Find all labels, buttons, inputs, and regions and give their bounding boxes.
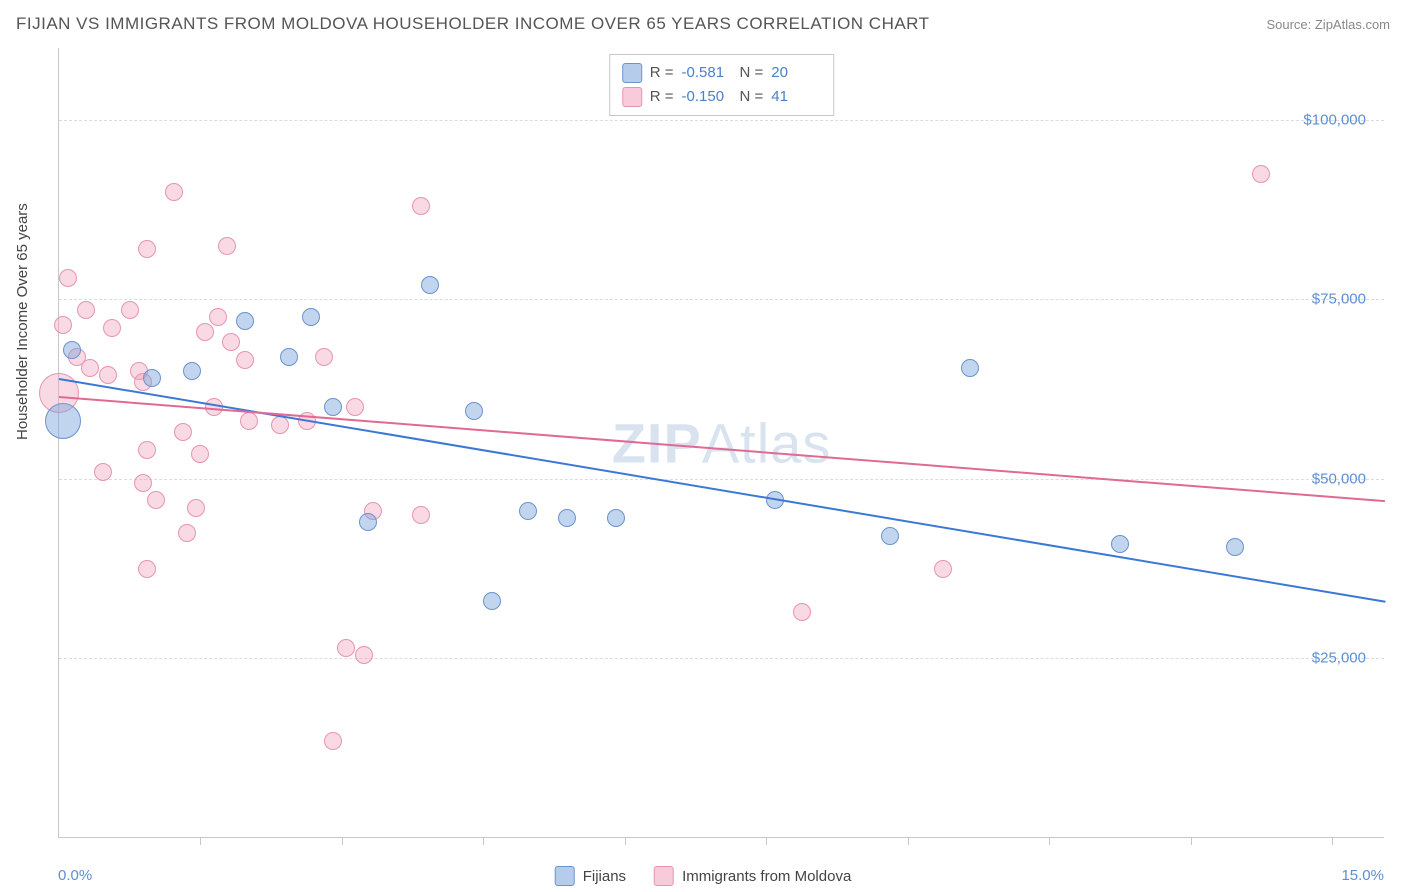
scatter-point — [412, 197, 430, 215]
y-tick-label: $25,000 — [1312, 650, 1366, 667]
series-legend: Fijians Immigrants from Moldova — [555, 866, 852, 886]
legend-label-pink: Immigrants from Moldova — [682, 868, 851, 885]
x-tick — [1332, 837, 1333, 845]
swatch-blue-icon — [622, 63, 642, 83]
x-max-label: 15.0% — [1341, 867, 1384, 884]
scatter-point — [81, 359, 99, 377]
scatter-point — [359, 513, 377, 531]
legend-label-blue: Fijians — [583, 868, 626, 885]
scatter-point — [178, 524, 196, 542]
scatter-point — [77, 301, 95, 319]
x-tick — [1049, 837, 1050, 845]
scatter-point — [134, 474, 152, 492]
x-min-label: 0.0% — [58, 867, 92, 884]
scatter-point — [218, 237, 236, 255]
scatter-point — [94, 463, 112, 481]
chart-title: FIJIAN VS IMMIGRANTS FROM MOLDOVA HOUSEH… — [16, 14, 930, 34]
scatter-point — [121, 301, 139, 319]
plot-area: ZIPAtlas R = -0.581 N = 20 R = -0.150 N … — [58, 48, 1384, 838]
n-label: N = — [740, 61, 764, 85]
scatter-point — [45, 403, 81, 439]
r-value-pink: -0.150 — [682, 85, 732, 109]
scatter-point — [183, 362, 201, 380]
swatch-pink-icon — [622, 87, 642, 107]
swatch-blue-icon — [555, 866, 575, 886]
gridline — [59, 120, 1384, 121]
gridline — [59, 658, 1384, 659]
n-value-blue: 20 — [771, 61, 821, 85]
y-tick-label: $50,000 — [1312, 470, 1366, 487]
x-tick — [908, 837, 909, 845]
scatter-point — [196, 323, 214, 341]
x-tick — [200, 837, 201, 845]
legend-item-pink: Immigrants from Moldova — [654, 866, 851, 886]
scatter-point — [302, 308, 320, 326]
scatter-point — [346, 398, 364, 416]
scatter-point — [63, 341, 81, 359]
scatter-point — [209, 308, 227, 326]
scatter-point — [337, 639, 355, 657]
legend-item-blue: Fijians — [555, 866, 626, 886]
n-value-pink: 41 — [771, 85, 821, 109]
scatter-point — [355, 646, 373, 664]
source-label: Source: ZipAtlas.com — [1266, 17, 1390, 32]
gridline — [59, 299, 1384, 300]
scatter-point — [1111, 535, 1129, 553]
scatter-point — [187, 499, 205, 517]
swatch-pink-icon — [654, 866, 674, 886]
scatter-point — [1252, 165, 1270, 183]
x-tick — [1191, 837, 1192, 845]
scatter-point — [103, 319, 121, 337]
scatter-point — [324, 398, 342, 416]
scatter-point — [1226, 538, 1244, 556]
scatter-point — [961, 359, 979, 377]
scatter-point — [465, 402, 483, 420]
x-tick — [625, 837, 626, 845]
scatter-point — [165, 183, 183, 201]
scatter-point — [143, 369, 161, 387]
scatter-point — [421, 276, 439, 294]
scatter-point — [315, 348, 333, 366]
scatter-point — [147, 491, 165, 509]
scatter-point — [558, 509, 576, 527]
r-value-blue: -0.581 — [682, 61, 732, 85]
scatter-point — [483, 592, 501, 610]
scatter-point — [607, 509, 625, 527]
stats-legend: R = -0.581 N = 20 R = -0.150 N = 41 — [609, 54, 835, 116]
scatter-point — [280, 348, 298, 366]
r-label: R = — [650, 61, 674, 85]
y-tick-label: $100,000 — [1303, 111, 1366, 128]
scatter-point — [236, 312, 254, 330]
y-axis-label: Householder Income Over 65 years — [14, 203, 31, 440]
scatter-point — [191, 445, 209, 463]
scatter-point — [138, 560, 156, 578]
scatter-point — [236, 351, 254, 369]
scatter-point — [99, 366, 117, 384]
scatter-point — [240, 412, 258, 430]
r-label: R = — [650, 85, 674, 109]
scatter-point — [138, 240, 156, 258]
x-tick — [766, 837, 767, 845]
scatter-point — [881, 527, 899, 545]
y-tick-label: $75,000 — [1312, 291, 1366, 308]
scatter-point — [324, 732, 342, 750]
scatter-point — [934, 560, 952, 578]
stats-row-pink: R = -0.150 N = 41 — [622, 85, 822, 109]
scatter-point — [222, 333, 240, 351]
stats-row-blue: R = -0.581 N = 20 — [622, 61, 822, 85]
scatter-point — [59, 269, 77, 287]
scatter-point — [54, 316, 72, 334]
n-label: N = — [740, 85, 764, 109]
trend-line-pink — [59, 396, 1385, 502]
scatter-point — [412, 506, 430, 524]
gridline — [59, 479, 1384, 480]
scatter-point — [174, 423, 192, 441]
scatter-point — [793, 603, 811, 621]
x-tick — [342, 837, 343, 845]
scatter-point — [519, 502, 537, 520]
scatter-point — [138, 441, 156, 459]
x-tick — [483, 837, 484, 845]
scatter-point — [271, 416, 289, 434]
